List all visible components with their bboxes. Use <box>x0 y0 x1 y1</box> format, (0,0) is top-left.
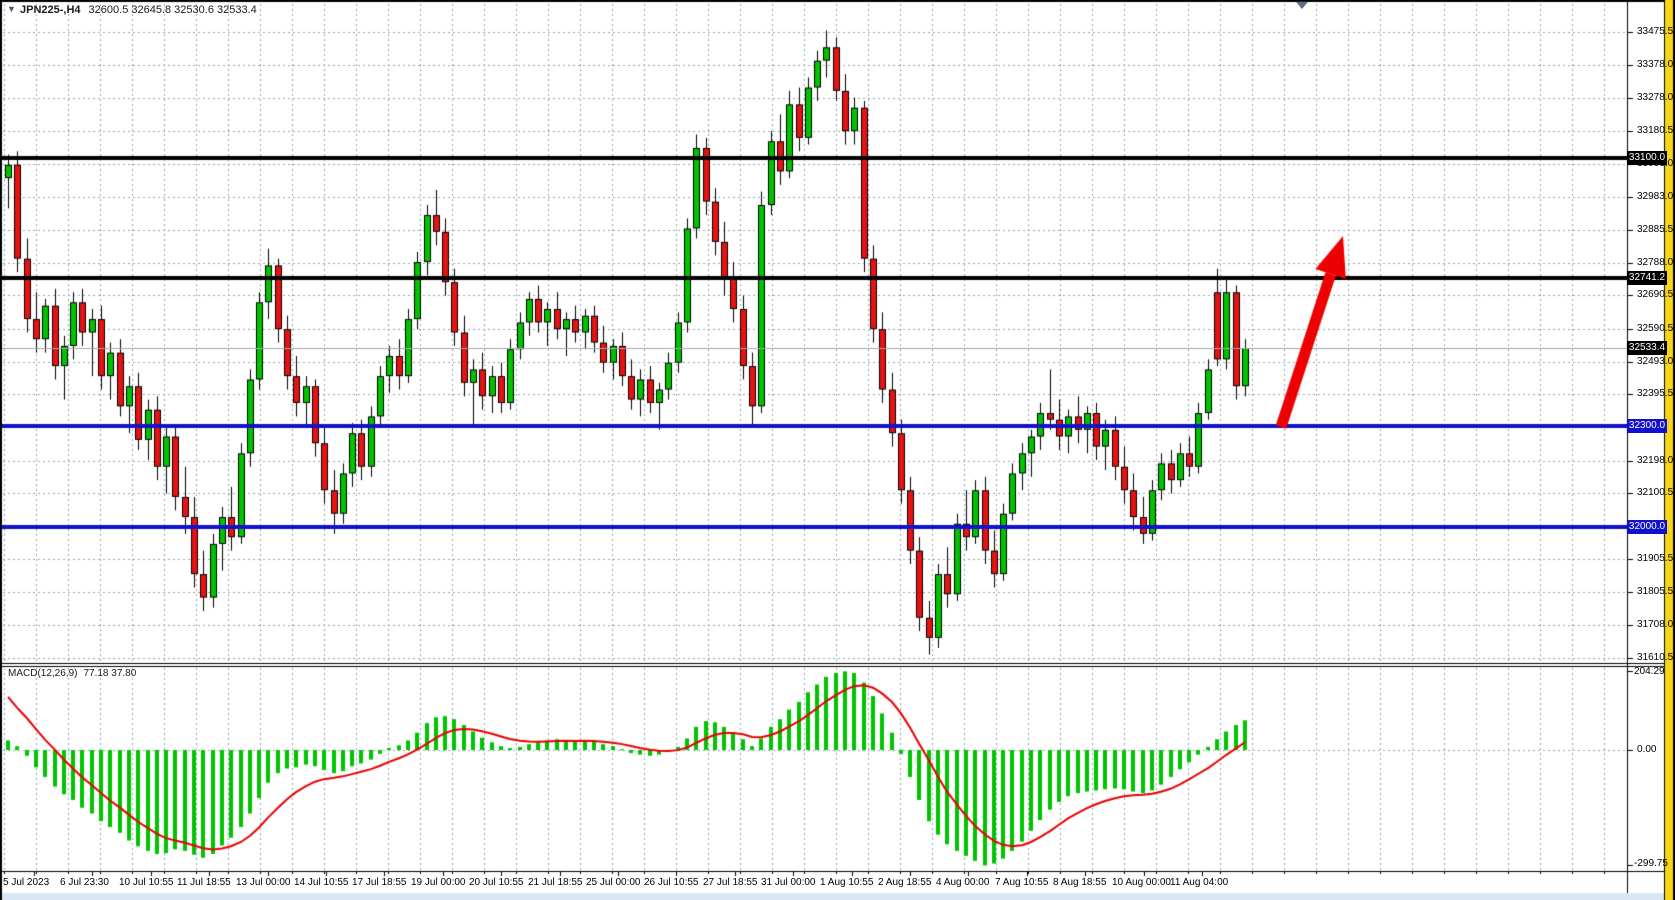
scroll-position-marker[interactable] <box>1296 2 1308 9</box>
symbol-dropdown-icon[interactable]: ▼ <box>7 4 16 14</box>
